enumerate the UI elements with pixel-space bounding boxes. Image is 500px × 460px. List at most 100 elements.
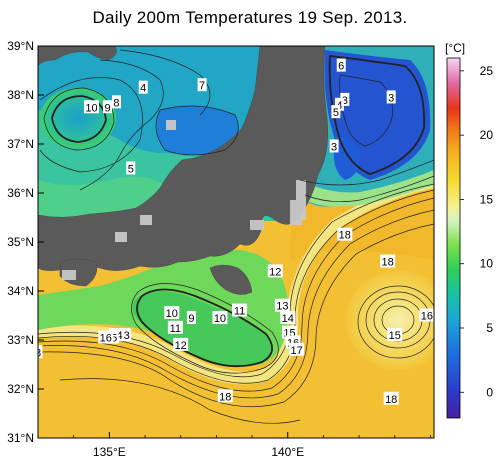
contour-label-bg xyxy=(336,58,346,72)
contour-label-bg xyxy=(38,345,43,359)
map-field: 1098457634533181812131415161715161011910… xyxy=(38,46,434,438)
colorbar-scale xyxy=(446,57,461,419)
contour-label-text: 9 xyxy=(105,102,111,114)
contour-label-bg xyxy=(340,92,350,106)
colorbar-tick-label: 15 xyxy=(480,192,494,206)
contour-label-bg xyxy=(419,308,434,322)
contour-label-bg xyxy=(173,337,189,351)
lat-label: 31°N xyxy=(7,431,34,445)
contour-label-text: 11 xyxy=(234,306,245,318)
contour-label-text: 13 xyxy=(276,301,288,313)
contour-label: 5 xyxy=(331,105,341,119)
contour-label: 12 xyxy=(173,337,189,352)
contour-label-bg xyxy=(337,227,353,241)
contour-label-text: 12 xyxy=(269,266,281,278)
contour-label-text: 17 xyxy=(291,345,303,357)
map-axes: 39°N 38°N 37°N 36°N 35°N 34°N 33°N 32°N 31°N 135°… xyxy=(7,39,431,459)
contour-label-text: 5 xyxy=(333,107,339,119)
contour-label-bg xyxy=(280,310,296,324)
contour-label-bg xyxy=(197,78,207,92)
contour-label-text: 5 xyxy=(128,164,134,176)
contour-label-text: 16 xyxy=(421,311,433,323)
contour-label-text: 15 xyxy=(389,330,401,342)
contour-label: 16 xyxy=(419,308,434,323)
contour-label-bg xyxy=(84,100,100,114)
contour-label-bg xyxy=(111,95,121,109)
lat-label: 35°N xyxy=(7,235,34,249)
contour-label-text: 3 xyxy=(331,141,337,153)
contour-label: 10 xyxy=(212,310,228,325)
contour-label-text: 10 xyxy=(166,308,178,320)
contour-labels: 1098457634533181812131415161715161011910… xyxy=(38,58,434,406)
map-title: Daily 200m Temperatures 19 Sep. 2013. xyxy=(92,8,408,27)
lat-label: 39°N xyxy=(7,39,34,53)
contour-label-bg xyxy=(167,320,183,334)
contour-label-text: 9 xyxy=(188,313,194,325)
contour-label-bg xyxy=(386,90,396,104)
colorbar-tick-label: 10 xyxy=(480,257,494,271)
contour-label-bg xyxy=(331,105,341,119)
contour-label-text: 16 xyxy=(100,333,112,345)
contour-label-bg xyxy=(334,97,344,111)
colorbar: [°C] 25 20 15 10 5 0 xyxy=(445,41,494,419)
contour-label-text: 14 xyxy=(282,313,294,325)
contour-label: 11 xyxy=(232,303,248,318)
contour-label-text: 18 xyxy=(339,230,351,242)
colorbar-tick-label: 25 xyxy=(480,64,494,78)
contour-label-bg xyxy=(329,139,339,153)
contour-label-bg xyxy=(387,328,403,342)
contour-label: 8 xyxy=(38,345,43,359)
contour-label-text: 11 xyxy=(170,323,181,335)
contour-label-text: 6 xyxy=(338,61,344,73)
contour-label: 3 xyxy=(386,90,396,104)
contour-label-bg xyxy=(98,330,114,344)
contour-label: 18 xyxy=(217,389,233,403)
contour-label: 3 xyxy=(340,92,350,107)
contour-label-bg xyxy=(232,303,248,317)
colorbar-tick-label: 0 xyxy=(486,385,493,399)
contour-label: 7 xyxy=(197,78,207,92)
contour-label: 18 xyxy=(337,227,353,242)
lat-label: 33°N xyxy=(7,333,34,347)
contour-label-bg xyxy=(164,306,180,320)
contour-label: 9 xyxy=(103,100,113,114)
contour-label: 16 xyxy=(98,330,114,345)
contour-label-text: 7 xyxy=(199,80,205,92)
contour-label-bg xyxy=(212,310,228,324)
lon-label: 135°E xyxy=(93,445,126,459)
contour-label-bg xyxy=(383,391,399,405)
contour-label-bg xyxy=(126,161,136,175)
contour-label-text: 18 xyxy=(219,391,231,403)
lat-label: 38°N xyxy=(7,88,34,102)
lat-label: 34°N xyxy=(7,284,34,298)
contour-label-text: 3 xyxy=(342,95,348,107)
contour-label: 3 xyxy=(329,139,339,153)
contour-label-bg xyxy=(380,254,396,268)
contour-label: 13 xyxy=(274,298,290,313)
contour-label: 18 xyxy=(383,391,399,406)
contour-lines xyxy=(38,49,434,424)
contour-label-bg xyxy=(217,389,233,403)
lat-label: 32°N xyxy=(7,382,34,396)
contour-label: 18 xyxy=(380,254,396,269)
contour-label: 15 xyxy=(387,328,403,342)
lat-label: 37°N xyxy=(7,137,34,151)
contour-label-text: 18 xyxy=(381,257,393,269)
contour-label: 9 xyxy=(186,310,196,325)
contour-label: 10 xyxy=(84,100,100,114)
contour-label-bg xyxy=(186,310,196,324)
contour-label: 4 xyxy=(138,80,148,95)
contour-label-text: 10 xyxy=(85,102,97,114)
contour-label-text: 3 xyxy=(388,92,394,104)
contour-label-bg xyxy=(289,342,305,356)
contour-label: 10 xyxy=(164,306,180,320)
contour-label: 17 xyxy=(289,342,305,357)
contour-label-text: 8 xyxy=(113,97,119,109)
contour-label-text: 10 xyxy=(214,313,226,325)
contour-label-bg xyxy=(138,80,148,94)
contour-label-bg xyxy=(282,325,298,339)
contour-label-bg xyxy=(103,100,113,114)
contour-label-text: 12 xyxy=(175,340,187,352)
lon-label: 140°E xyxy=(271,445,304,459)
